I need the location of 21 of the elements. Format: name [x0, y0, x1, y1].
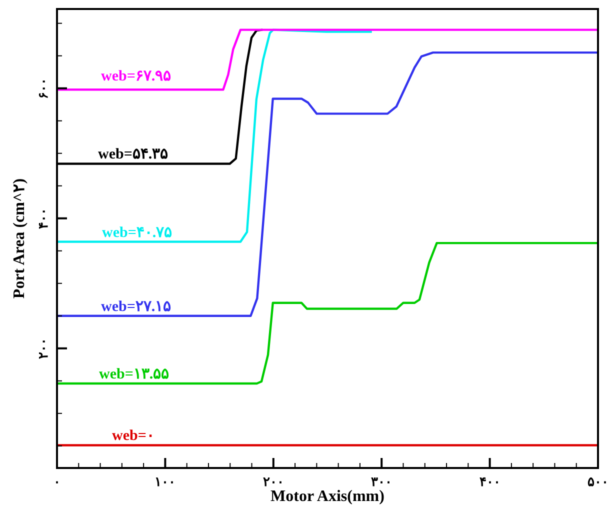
series-label: web=۰: [112, 428, 154, 444]
legend-label: web=۵۴.۳۵: [98, 146, 168, 163]
y-tick-label: ۴۰۰: [36, 208, 51, 229]
y-tick-label: ۶۰۰: [36, 78, 51, 99]
x-tick-label: ۵۰۰: [588, 474, 608, 489]
x-axis-title: Motor Axis(mm): [270, 488, 384, 505]
series-label: web=۶۷.۹۵: [101, 68, 172, 85]
line-series: [56, 28, 600, 91]
x-tick-label: ۴۰۰: [479, 474, 500, 489]
series-label: web=۴۰.۷۵: [102, 224, 172, 241]
y-axis-title: Port Area (cm^۲): [11, 178, 28, 299]
x-tick-label: ۱۰۰: [154, 474, 176, 489]
x-tick-label: ۳۰۰: [371, 474, 392, 489]
y-tick-label: ۲۰۰: [36, 338, 51, 359]
x-tick-label: ۰: [54, 474, 60, 489]
x-tick-label: ۲۰۰: [262, 474, 284, 489]
line-series: [56, 242, 600, 385]
series-label: web=۲۷.۱۵: [101, 298, 172, 315]
line-series: [56, 51, 600, 317]
series-label: web=۱۳.۵۵: [99, 366, 170, 382]
line-series: [56, 28, 373, 243]
